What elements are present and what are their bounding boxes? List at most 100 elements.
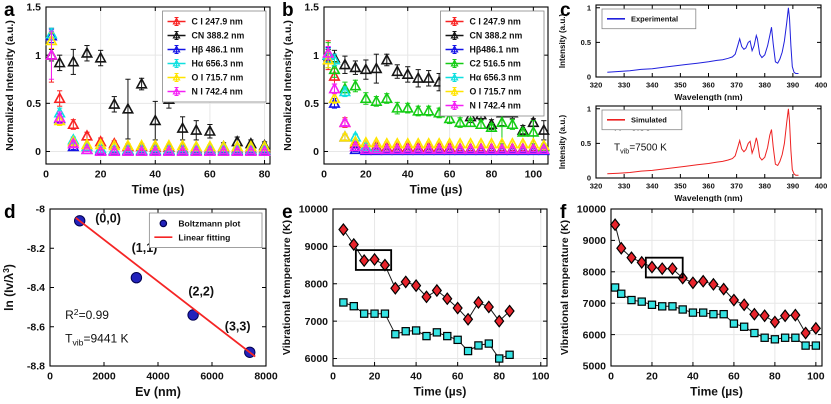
svg-text:6000: 6000: [305, 353, 329, 365]
svg-text:O I 715.7 nm: O I 715.7 nm: [192, 73, 244, 83]
svg-text:340: 340: [646, 182, 659, 191]
svg-text:Tvib=9441 K: Tvib=9441 K: [65, 331, 128, 347]
svg-text:0: 0: [330, 371, 336, 383]
svg-text:Time (µs): Time (µs): [690, 385, 743, 399]
svg-text:0: 0: [321, 169, 327, 181]
svg-text:330: 330: [618, 182, 631, 191]
svg-text:(3,3): (3,3): [225, 320, 251, 334]
svg-text:0.5: 0.5: [26, 98, 41, 110]
svg-text:Intensity (a.u.): Intensity (a.u.): [558, 115, 567, 170]
svg-text:Normalized Intensity (a.u.): Normalized Intensity (a.u.): [4, 20, 16, 151]
panel-f: f 0 20 40 60 80 100 5000 6000 7000 8000 9000 10000 T…: [556, 202, 831, 404]
svg-text:R2=0.99: R2=0.99: [65, 307, 109, 322]
svg-text:8000: 8000: [583, 266, 607, 278]
svg-text:8000: 8000: [305, 278, 329, 290]
svg-text:0: 0: [313, 146, 319, 158]
svg-text:6000: 6000: [200, 371, 224, 383]
svg-text:Wavelength (nm): Wavelength (nm): [674, 193, 742, 202]
svg-text:370: 370: [730, 182, 743, 191]
svg-text:60: 60: [452, 371, 464, 383]
panel-b: b 0 20 40 60 80 100 0 0.5 1 1.5 Time (µs) Normalize…: [278, 0, 556, 202]
svg-text:Linear fitting: Linear fitting: [178, 232, 230, 242]
svg-text:100: 100: [807, 371, 825, 383]
chart-b-decay-curves: 0 20 40 60 80 100 0 0.5 1 1.5 Time (µs) Normalized …: [278, 0, 556, 202]
svg-text:CN 388.2 nm: CN 388.2 nm: [470, 31, 523, 41]
svg-text:N I 742.4 nm: N I 742.4 nm: [470, 101, 522, 111]
svg-text:100: 100: [532, 371, 550, 383]
svg-text:Vibrational temperature (K): Vibrational temperature (K): [559, 220, 571, 355]
chart-d-boltzmann-plot: 0 2000 4000 6000 8000 -8.8 -8.6 -8.4 -8.2 -8 Ev (n…: [0, 202, 278, 404]
panel-d: d 0 2000 4000 6000 8000 -8.8 -8.6 -8.4 -8.2 -8 Ev …: [0, 202, 278, 404]
svg-text:360: 360: [702, 182, 715, 191]
svg-text:9000: 9000: [583, 235, 607, 247]
svg-text:Tvib=7500 K: Tvib=7500 K: [614, 143, 667, 156]
panel-label-f: f: [560, 202, 567, 223]
svg-text:Hβ 486.1 nm: Hβ 486.1 nm: [192, 45, 244, 55]
svg-text:360: 360: [702, 81, 715, 90]
svg-text:10000: 10000: [299, 204, 328, 216]
svg-text:330: 330: [618, 81, 631, 90]
svg-text:O I 715.7 nm: O I 715.7 nm: [470, 87, 522, 97]
svg-text:8000: 8000: [254, 371, 278, 383]
svg-text:CN 388.2 nm: CN 388.2 nm: [192, 31, 245, 41]
svg-text:6000: 6000: [583, 329, 607, 341]
svg-text:350: 350: [674, 81, 687, 90]
svg-text:0: 0: [35, 146, 41, 158]
svg-text:Ev (nm): Ev (nm): [135, 385, 181, 399]
svg-text:20: 20: [646, 371, 658, 383]
svg-text:Hβ486.1 nm: Hβ486.1 nm: [470, 45, 520, 55]
svg-text:0.5: 0.5: [304, 98, 319, 110]
svg-text:Simulated: Simulated: [631, 116, 667, 125]
svg-text:Intensity (a.u.): Intensity (a.u.): [558, 14, 567, 69]
svg-text:20: 20: [360, 169, 372, 181]
svg-text:Time (µs): Time (µs): [414, 385, 467, 399]
svg-text:N I 742.4 nm: N I 742.4 nm: [192, 87, 244, 97]
svg-text:Time (µs): Time (µs): [132, 183, 185, 197]
chart-c-experimental-spectrum: 320 330 340 350 360 370 380 390 400 0 0.5 1 Waveleng…: [556, 0, 831, 101]
svg-text:1.5: 1.5: [304, 2, 319, 14]
panel-label-a: a: [4, 0, 15, 21]
svg-text:-8.4: -8.4: [27, 282, 45, 294]
svg-text:C I 247.9 nm: C I 247.9 nm: [470, 17, 522, 27]
svg-text:Hα 656.3 nm: Hα 656.3 nm: [470, 73, 522, 83]
svg-text:40: 40: [687, 371, 699, 383]
svg-text:(2,2): (2,2): [188, 284, 214, 298]
svg-text:400: 400: [815, 182, 828, 191]
svg-text:ln (Iv/λ3): ln (Iv/λ3): [1, 264, 16, 311]
svg-text:340: 340: [646, 81, 659, 90]
svg-text:380: 380: [758, 182, 771, 191]
svg-text:1: 1: [587, 104, 591, 113]
svg-text:20: 20: [369, 371, 381, 383]
svg-text:350: 350: [674, 182, 687, 191]
svg-text:100: 100: [525, 169, 543, 181]
svg-text:1: 1: [35, 50, 41, 62]
svg-text:Wavelength (nm): Wavelength (nm): [674, 92, 742, 101]
svg-text:7000: 7000: [305, 316, 329, 328]
chart-e-vibrational-temperature: 0 20 40 60 80 100 6000 7000 8000 9000 10000 Time (µ…: [278, 202, 556, 404]
chart-a-decay-curves: 0 20 40 60 80 0 0.5 1 1.5 Time (µs) Normalized Int…: [0, 0, 278, 202]
svg-text:0.5: 0.5: [581, 38, 591, 47]
svg-text:40: 40: [410, 371, 422, 383]
svg-text:40: 40: [149, 169, 161, 181]
svg-text:Hα 656.3 nm: Hα 656.3 nm: [192, 59, 244, 69]
svg-text:-8.6: -8.6: [27, 321, 45, 333]
svg-text:Time (µs): Time (µs): [410, 183, 463, 197]
svg-text:5000: 5000: [583, 361, 607, 373]
svg-text:-8.2: -8.2: [27, 243, 45, 255]
svg-text:Normalized Intensity (a.u.): Normalized Intensity (a.u.): [282, 20, 294, 151]
svg-text:7000: 7000: [583, 298, 607, 310]
svg-text:-8: -8: [36, 204, 45, 216]
svg-text:0.5: 0.5: [581, 139, 591, 148]
svg-text:1.5: 1.5: [26, 2, 41, 14]
svg-text:0: 0: [587, 73, 591, 82]
svg-text:(0,0): (0,0): [95, 212, 121, 226]
svg-text:10000: 10000: [577, 204, 606, 216]
svg-text:Boltzmann plot: Boltzmann plot: [178, 218, 240, 228]
svg-text:40: 40: [402, 169, 414, 181]
panel-label-e: e: [282, 202, 293, 223]
svg-text:-8.8: -8.8: [27, 361, 45, 373]
panel-e: e 0 20 40 60 80 100 6000 7000 8000 9000 10000 Time …: [278, 202, 556, 404]
panel-a: a 0 20 40 60 80 0 0.5 1 1.5 Time (µs) Normalized I…: [0, 0, 278, 202]
svg-text:Experimental: Experimental: [631, 15, 678, 24]
